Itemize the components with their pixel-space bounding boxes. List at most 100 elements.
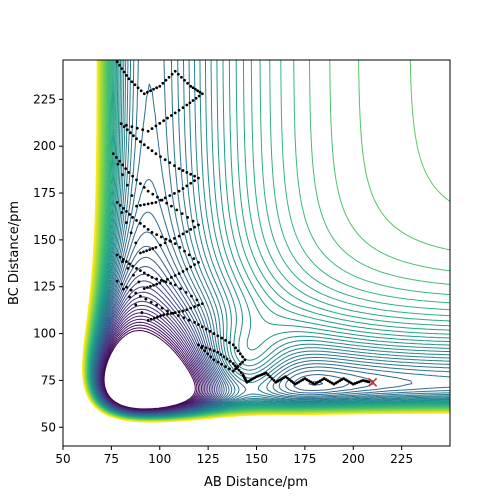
trajectory-point [235, 366, 239, 370]
trajectory-point [111, 152, 115, 156]
trajectory-point [189, 227, 193, 231]
trajectory-point [139, 294, 142, 298]
trajectory-point [161, 81, 165, 85]
trajectory-point [231, 343, 235, 347]
trajectory-point [228, 359, 232, 363]
trajectory-point [286, 376, 289, 380]
trajectory-point [185, 184, 189, 188]
trajectory-point [183, 249, 186, 253]
trajectory-point [150, 127, 154, 130]
trajectory-point [125, 260, 128, 264]
trajectory-point [122, 125, 126, 129]
trajectory-point [118, 63, 121, 67]
trajectory-point [130, 125, 134, 129]
trajectory-point [193, 263, 196, 267]
trajectory-point [180, 75, 183, 79]
trajectory-point [204, 346, 208, 350]
trajectory-point [125, 210, 128, 213]
trajectory-point [142, 203, 146, 207]
trajectory-point [130, 80, 134, 84]
trajectory-point [200, 344, 204, 348]
trajectory-point [212, 358, 216, 362]
trajectory-point [181, 232, 185, 236]
x-tick-label: 75 [104, 452, 119, 466]
trajectory-point [125, 123, 128, 127]
trajectory-point [159, 278, 163, 282]
trajectory-point [154, 245, 158, 249]
trajectory-point [121, 260, 124, 264]
trajectory-point [209, 355, 213, 359]
trajectory-point [135, 178, 138, 182]
trajectory-point [131, 264, 135, 268]
trajectory-point [173, 274, 177, 277]
trajectory-point [177, 272, 181, 276]
trajectory-point [190, 294, 193, 298]
trajectory-point [163, 196, 167, 200]
contour-level [82, 60, 450, 423]
trajectory-point [115, 279, 119, 283]
trajectory-point [189, 181, 193, 185]
trajectory-point [155, 303, 159, 307]
trajectory-point [149, 317, 153, 321]
trajectory-point [149, 89, 152, 93]
potential-energy-contours [82, 60, 450, 423]
trajectory-point [166, 277, 169, 281]
trajectory-point [128, 213, 131, 216]
y-tick-label: 100 [33, 327, 56, 341]
trajectory-point [168, 194, 172, 198]
y-axis: 50 75 100 125 150 175 200 225 [33, 92, 63, 434]
trajectory-point [121, 173, 124, 177]
trajectory-point [212, 349, 216, 353]
trajectory-point [116, 162, 120, 166]
trajectory-point [236, 349, 240, 353]
trajectory-point [142, 250, 145, 254]
trajectory-point [154, 152, 158, 156]
x-tick-label: 100 [148, 452, 171, 466]
trajectory-point [135, 204, 138, 208]
trajectory-point [155, 86, 159, 90]
trajectory-point [224, 338, 227, 342]
trajectory-point [125, 73, 128, 77]
trajectory-point [193, 174, 196, 178]
trajectory-point [238, 362, 242, 366]
trajectory-point [164, 280, 168, 284]
trajectory-point [185, 230, 189, 234]
trajectory-point [146, 273, 150, 277]
y-tick-label: 225 [33, 92, 56, 106]
trajectory-point [200, 325, 204, 329]
trajectory-point [115, 60, 119, 64]
trajectory-point [220, 362, 224, 366]
trajectory-point [189, 265, 193, 269]
trajectory-point [173, 192, 176, 195]
trajectory-point [173, 283, 177, 287]
trajectory-point [185, 267, 189, 271]
trajectory-point [158, 84, 162, 88]
trajectory-point [139, 269, 142, 273]
trajectory-point [122, 70, 126, 74]
trajectory-point [173, 236, 176, 240]
trajectory-point [164, 237, 168, 241]
y-tick-label: 200 [33, 139, 56, 153]
y-tick-label: 75 [41, 373, 56, 387]
trajectory-point [134, 241, 138, 245]
trajectory-point [159, 243, 162, 247]
trajectory-point [178, 245, 182, 249]
trajectory-point [237, 368, 241, 372]
trajectory-point [219, 353, 223, 356]
trajectory-point [133, 83, 137, 87]
trajectory-point [146, 202, 150, 206]
y-tick-label: 125 [33, 280, 56, 294]
trajectory-point [173, 242, 177, 246]
trajectory-point [145, 249, 148, 253]
trajectory-point [120, 67, 124, 71]
trajectory-point [176, 72, 180, 76]
trajectory-point [149, 300, 153, 304]
trajectory-point [160, 198, 164, 202]
trajectory-point [120, 211, 124, 214]
trajectory-point [182, 316, 186, 320]
y-tick-label: 150 [33, 233, 56, 247]
trajectory-point [156, 315, 159, 319]
trajectory-point [121, 163, 124, 167]
trajectory-point [203, 349, 207, 353]
contour-level [103, 327, 198, 410]
